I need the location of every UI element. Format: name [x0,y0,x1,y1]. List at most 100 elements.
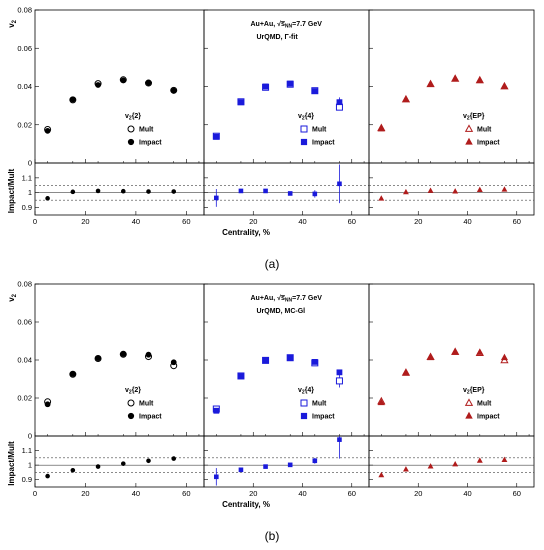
ratio-point [238,188,244,194]
impact-point [451,74,459,82]
x-tick-label: 40 [132,217,140,226]
legend-title-suffix: {2} [132,387,142,394]
ratio-point [476,186,483,192]
ratio-tick-label: 1 [28,461,32,470]
ratio-point [402,466,409,472]
impact-point [69,370,76,377]
impact-point [95,82,101,88]
legend-title-main: v [298,387,302,394]
legend-filled-label: Impact [312,414,335,421]
ratio-point [312,458,318,464]
mult-point [335,377,343,385]
info-system: Au+Au, [251,295,278,302]
x-tick-label: 20 [81,489,89,498]
legend-filled-label: Impact [139,414,162,421]
y-tick-label: 0.06 [17,44,32,53]
info-sqrt-sub: NN [285,24,293,30]
legend-filled-marker [127,412,135,420]
ratio-tick-label: 1 [28,188,32,197]
figure-caption: (b) [265,529,280,543]
ratio-frame [34,435,205,488]
y-axis-title-main: v [7,23,16,28]
x-tick-label: 60 [348,489,356,498]
panel-v2{4}: 20 40 60 v2{4} Mult Impact [203,283,370,498]
y-tick-label: 0.04 [17,82,32,91]
impact-point [170,359,177,366]
legend-open-marker [127,125,135,133]
x-tick-label: 20 [414,217,422,226]
legend-open-marker [464,124,474,132]
legend-title-suffix: {EP} [470,113,485,120]
impact-point [95,355,101,362]
legend-filled-label: Impact [477,414,500,421]
x-tick-label: 60 [182,217,190,226]
legend-filled-label: Impact [139,140,162,147]
impact-point [500,353,508,361]
impact-point [451,348,459,355]
ratio-point [402,188,409,195]
impact-point [402,95,410,102]
info-sqrt-sub: NN [285,298,293,304]
legend-filled-marker [465,411,473,419]
y-tick-label: 0.02 [17,120,32,129]
legend-open-label: Mult [477,127,492,134]
ratio-tick-label: 1.1 [22,173,32,182]
ratio-point [146,189,151,194]
panel-v2{4}: 20 40 60 v2{4} Mult Impact [203,9,370,226]
x-tick-label: 0 [33,217,37,226]
impact-point [69,96,76,103]
x-tick-label: 20 [414,489,422,498]
legend-filled-marker [127,138,135,146]
x-tick-label: 60 [513,489,521,498]
ratio-point [452,188,459,194]
impact-point [213,133,220,140]
info-line2: UrQMD, MC-Gl [257,308,306,315]
panel-v2{2}: 0 20 40 60 0 0.02 0.04 0.06 0.08 0.9 1 1.1 v2{2} Mult… [17,6,205,226]
x-tick-label: 40 [298,489,306,498]
impact-point [311,359,318,365]
legend-title-sub: 2 [302,390,305,396]
legend-open-label: Mult [312,127,327,134]
ratio-point [452,460,459,467]
ratio-point [263,464,268,469]
x-axis-title: Centrality, % [222,500,270,509]
info-energy: =7.7 GeV [292,21,322,28]
legend-title: v2{4} [298,387,314,396]
legend-title-main: v [125,113,129,120]
impact-point [44,127,51,134]
legend-title-suffix: {4} [305,387,315,394]
legend-title: v2{2} [125,387,141,396]
x-tick-label: 20 [249,217,257,226]
x-tick-label: 60 [182,489,190,498]
ratio-point [95,188,101,194]
ratio-point [337,437,342,442]
panel-v2{2}: 0 20 40 60 0 0.02 0.04 0.06 0.08 0.9 1 1.1 v2{2} Mult… [17,280,205,498]
impact-point [44,401,51,408]
impact-point [145,79,152,86]
ratio-point [378,195,385,201]
impact-point [476,348,484,355]
panel-frame [368,283,535,437]
legend-title: v2{EP} [463,113,485,122]
info-line2: UrQMD, Γ-fit [257,34,299,41]
legend-open-marker [300,399,308,407]
impact-point [287,80,294,87]
x-tick-label: 40 [298,217,306,226]
ratio-point [171,456,177,461]
legend-title-suffix: {4} [305,113,315,120]
legend-title-sub: 2 [302,116,305,122]
ratio-point [146,458,151,464]
legend-filled-marker [300,412,308,420]
panel-v2{EP}: 20 40 60 v2{EP} Mult Impact [368,283,535,498]
ratio-point [214,195,219,201]
impact-point [287,354,294,361]
ratio-point [95,464,101,469]
ratio-point [476,457,483,463]
ratio-frame [203,435,370,488]
impact-point [262,83,269,90]
legend-open-marker [300,125,308,133]
panel-frame [203,9,370,164]
panel-frame [34,283,205,437]
